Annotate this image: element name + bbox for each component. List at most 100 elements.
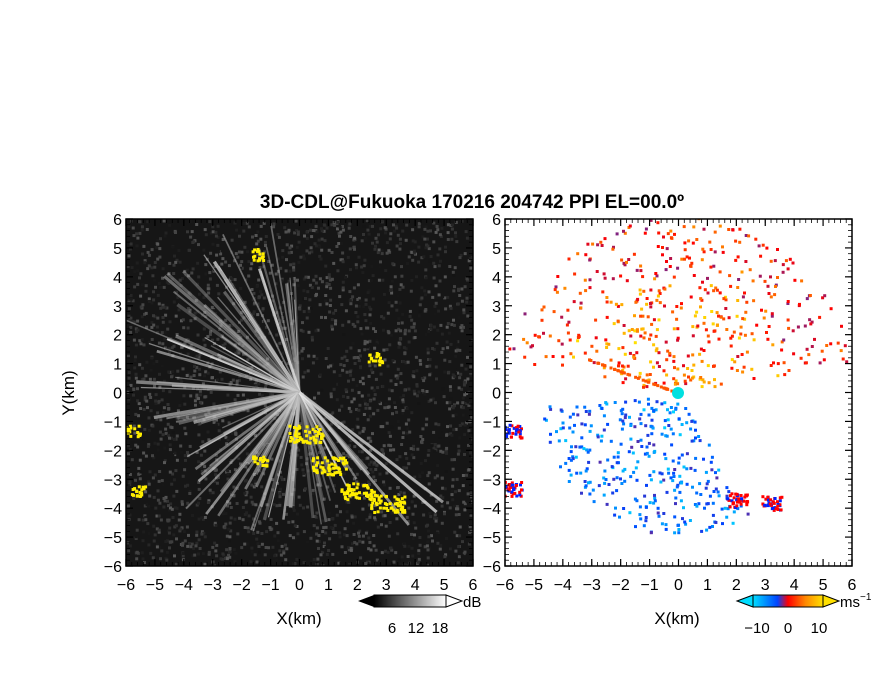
noise-pixel: [153, 473, 157, 477]
highlight-pixel: [342, 492, 346, 496]
noise-pixel: [382, 452, 385, 456]
noise-pixel: [462, 380, 466, 384]
noise-pixel: [159, 285, 163, 289]
noise-pixel: [197, 480, 201, 484]
noise-pixel: [342, 452, 346, 456]
noise-pixel: [211, 242, 215, 246]
noise-pixel: [358, 403, 362, 407]
noise-pixel: [171, 472, 175, 476]
noise-pixel: [158, 372, 161, 376]
noise-pixel: [327, 365, 330, 369]
noise-pixel: [418, 536, 422, 539]
noise-pixel: [155, 417, 159, 421]
y-tick-label: 4: [113, 270, 122, 287]
noise-pixel: [335, 446, 339, 449]
noise-pixel: [183, 454, 187, 458]
noise-pixel: [224, 522, 228, 526]
velocity-pixel: [556, 275, 560, 278]
noise-pixel: [345, 534, 349, 538]
noise-pixel: [362, 225, 366, 228]
velocity-pixel: [796, 325, 800, 329]
velocity-pixel: [743, 333, 747, 337]
velocity-pixel: [707, 443, 711, 447]
noise-pixel: [441, 450, 445, 454]
noise-pixel: [424, 308, 428, 311]
noise-pixel: [133, 359, 137, 363]
noise-pixel: [198, 389, 202, 393]
noise-pixel: [258, 550, 262, 554]
highlight-pixel: [350, 493, 353, 497]
noise-pixel: [262, 221, 266, 225]
noise-pixel: [390, 279, 394, 283]
noise-pixel: [404, 328, 407, 332]
highlight-pixel: [256, 249, 259, 253]
noise-pixel: [317, 286, 320, 290]
noise-pixel: [385, 421, 389, 425]
noise-pixel: [280, 279, 284, 283]
velocity-pixel: [574, 445, 578, 449]
velocity-pixel: [673, 232, 676, 236]
velocity-pixel: [629, 437, 633, 441]
noise-pixel: [367, 374, 371, 378]
noise-pixel: [425, 390, 429, 393]
velocity-pixel: [617, 364, 620, 368]
noise-pixel: [411, 239, 415, 243]
velocity-pixel: [722, 297, 726, 301]
noise-pixel: [417, 222, 421, 226]
noise-pixel: [152, 539, 156, 543]
noise-pixel: [424, 459, 427, 463]
noise-pixel: [261, 489, 265, 493]
velocity-pixel: [707, 381, 711, 385]
velocity-pixel: [586, 242, 590, 246]
velocity-pixel: [787, 369, 791, 372]
noise-pixel: [376, 386, 380, 390]
velocity-pixel: [714, 521, 718, 524]
edge-pixel: [505, 432, 509, 436]
velocity-pixel: [568, 426, 572, 430]
noise-pixel: [136, 399, 140, 403]
velocity-pixel: [743, 291, 746, 295]
noise-pixel: [354, 311, 358, 314]
velocity-pixel: [588, 258, 592, 262]
noise-pixel: [281, 435, 285, 439]
noise-pixel: [266, 319, 270, 323]
velocity-pixel: [673, 488, 677, 492]
noise-pixel: [401, 229, 405, 233]
velocity-pixel: [601, 290, 605, 294]
velocity-pixel: [666, 418, 670, 422]
velocity-pixel: [604, 338, 608, 342]
velocity-pixel: [569, 450, 573, 454]
highlight-pixel: [371, 359, 375, 363]
noise-pixel: [457, 555, 461, 559]
noise-pixel: [159, 237, 162, 241]
noise-pixel: [150, 325, 154, 329]
noise-pixel: [216, 337, 220, 341]
velocity-pixel: [682, 465, 686, 469]
highlight-pixel: [253, 254, 257, 258]
noise-pixel: [166, 422, 170, 426]
velocity-pixel: [744, 234, 748, 237]
noise-pixel: [324, 299, 327, 303]
noise-pixel: [343, 551, 347, 554]
noise-pixel: [389, 379, 393, 383]
noise-pixel: [224, 557, 227, 560]
velocity-pixel: [582, 447, 586, 451]
noise-pixel: [460, 387, 464, 391]
noise-pixel: [244, 500, 248, 504]
velocity-pixel: [565, 323, 569, 327]
noise-pixel: [233, 468, 237, 472]
noise-pixel: [342, 533, 346, 537]
noise-pixel: [162, 406, 166, 410]
bright-ray: [217, 296, 300, 393]
velocity-pixel: [623, 416, 627, 420]
noise-pixel: [228, 555, 232, 559]
velocity-pixel: [679, 499, 683, 503]
noise-pixel: [127, 549, 131, 553]
velocity-pixel: [612, 322, 616, 326]
noise-pixel: [316, 328, 320, 332]
noise-pixel: [335, 513, 339, 517]
noise-pixel: [305, 249, 309, 253]
noise-pixel: [373, 393, 377, 397]
noise-pixel: [295, 557, 299, 561]
noise-pixel: [286, 413, 290, 417]
